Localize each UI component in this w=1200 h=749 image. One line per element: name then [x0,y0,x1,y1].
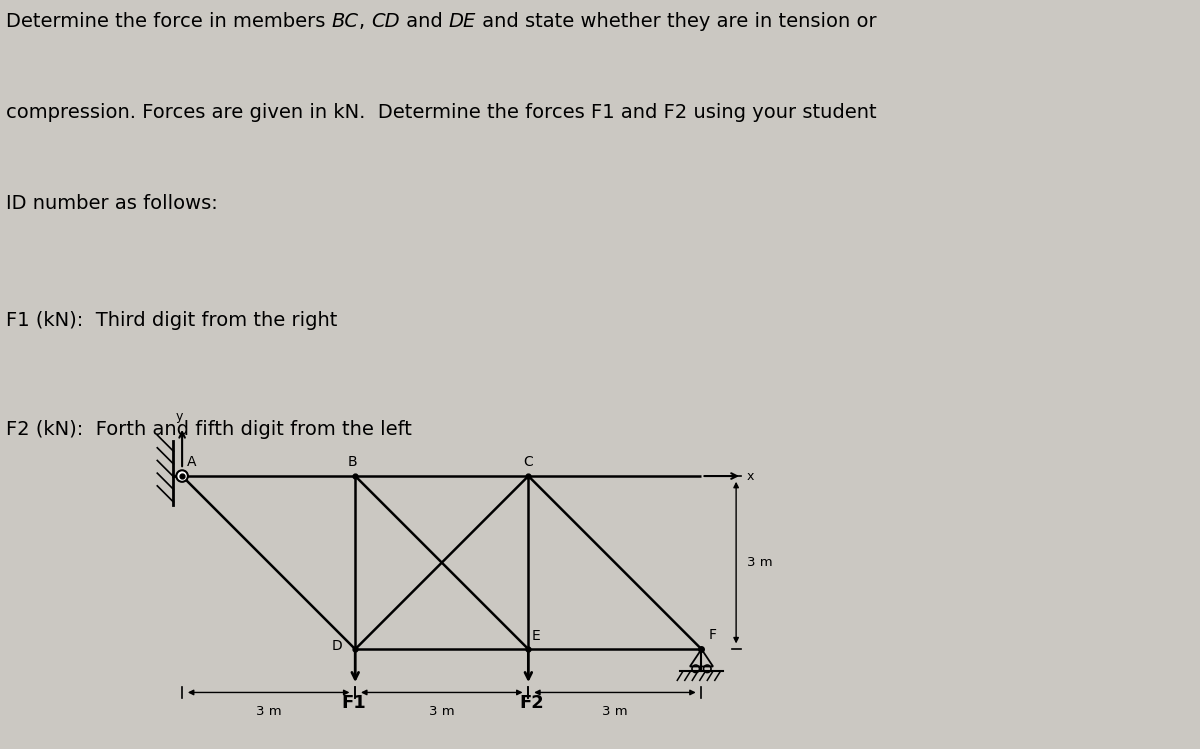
Text: 3 m: 3 m [602,705,628,718]
Text: 3 m: 3 m [256,705,282,718]
Text: and state whether they are in tension or: and state whether they are in tension or [476,13,877,31]
Text: B: B [348,455,358,469]
Text: 3 m: 3 m [428,705,455,718]
Circle shape [176,470,188,482]
Text: Determine the force in members: Determine the force in members [6,13,331,31]
Text: BC: BC [331,13,359,31]
Text: compression. Forces are given in kN.  Determine the forces F1 and F2 using your : compression. Forces are given in kN. Det… [6,103,877,122]
Text: and: and [400,13,449,31]
Text: C: C [523,455,533,469]
Text: A: A [187,455,197,469]
Text: F2: F2 [518,694,544,712]
Text: E: E [532,629,540,643]
Text: x: x [746,470,754,482]
Text: y: y [175,410,182,423]
Text: ,: , [359,13,371,31]
Text: F: F [708,628,716,642]
Text: DE: DE [449,13,476,31]
Text: F1: F1 [342,694,366,712]
Text: F1 (kN):  Third digit from the right: F1 (kN): Third digit from the right [6,312,337,330]
Text: ID number as follows:: ID number as follows: [6,193,217,213]
Text: 3 m: 3 m [746,556,772,569]
Text: F2 (kN):  Forth and fifth digit from the left: F2 (kN): Forth and fifth digit from the … [6,420,412,439]
Text: CD: CD [371,13,400,31]
Text: D: D [331,640,342,653]
